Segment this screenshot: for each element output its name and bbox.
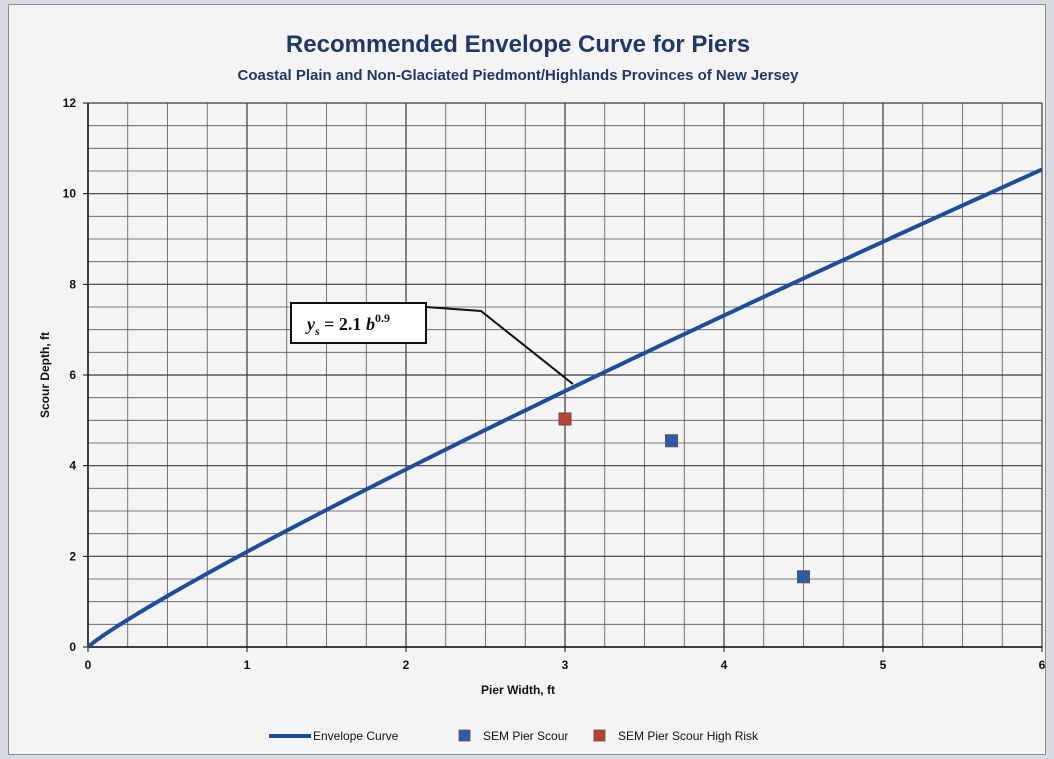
y-tick-label: 6 <box>69 368 76 382</box>
legend: Envelope Curve SEM Pier Scour SEM Pier Sco… <box>269 729 759 743</box>
y-tick-label: 10 <box>63 187 77 201</box>
legend-label: SEM Pier Scour High Risk <box>618 729 759 743</box>
equation-text: ys = 2.1 b0.9 <box>305 311 390 338</box>
annotation-leader-line <box>425 306 574 385</box>
x-tick-label: 5 <box>880 658 887 672</box>
x-tick-label: 2 <box>403 658 410 672</box>
y-tick-label: 8 <box>69 277 76 291</box>
legend-label: SEM Pier Scour <box>483 729 568 743</box>
annotation-box <box>290 302 427 344</box>
data-point-marker <box>797 570 810 584</box>
y-tick-label: 0 <box>69 640 76 654</box>
y-tick-label: 4 <box>69 459 76 473</box>
chart: Recommended Envelope Curve for Piers Coa… <box>38 31 1046 743</box>
envelope-curve-line <box>86 167 1043 649</box>
chart-subtitle: Coastal Plain and Non-Glaciated Piedmont… <box>238 67 800 84</box>
x-axis-label: Pier Width, ft <box>481 683 555 697</box>
y-axis-label: Scour Depth, ft <box>38 332 52 418</box>
x-tick-label: 3 <box>562 658 569 672</box>
legend-marker-swatch <box>593 729 606 742</box>
chart-title: Recommended Envelope Curve for Piers <box>286 31 750 58</box>
data-point-marker <box>558 412 572 426</box>
x-tick-label: 6 <box>1039 658 1046 672</box>
y-tick-label: 12 <box>63 96 77 110</box>
x-tick-label: 4 <box>721 658 728 672</box>
x-tick-label: 0 <box>85 658 92 672</box>
data-point-marker <box>665 434 679 448</box>
series <box>86 167 1043 649</box>
legend-marker-swatch <box>458 729 471 742</box>
chart-frame: Recommended Envelope Curve for Piers Coa… <box>8 4 1046 755</box>
legend-label: Envelope Curve <box>313 729 399 743</box>
equation-annotation: ys = 2.1 b0.9 <box>290 302 574 385</box>
gridlines <box>87 102 1043 648</box>
y-tick-label: 2 <box>69 549 76 563</box>
x-tick-label: 1 <box>244 658 251 672</box>
